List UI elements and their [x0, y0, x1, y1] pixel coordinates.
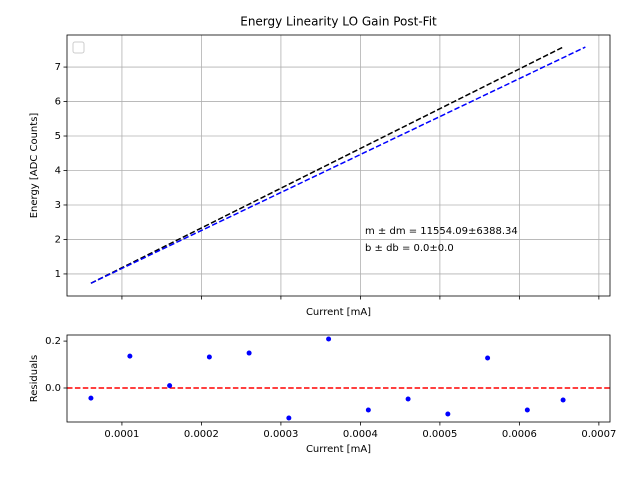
x-tick-label: 0.0005	[422, 429, 457, 440]
residual-point	[560, 397, 566, 403]
residual-point	[88, 395, 94, 401]
y-tick-label: 3	[55, 200, 61, 211]
x-tick-label: 0.0004	[343, 429, 378, 440]
y-axis-label: Energy [ADC Counts]	[29, 113, 40, 219]
x-axis-label: Current [mA]	[306, 444, 371, 455]
residual-point	[167, 383, 173, 389]
residual-point	[485, 355, 491, 361]
y-tick-label: 0.2	[45, 336, 61, 347]
axes-frame	[66, 34, 611, 297]
y-tick-label: 5	[55, 131, 61, 142]
fit-annotation: m ± dm = 11554.09±6388.34	[365, 226, 518, 237]
residual-point	[365, 407, 371, 413]
residual-point	[127, 353, 133, 359]
residual-point	[326, 336, 332, 342]
y-tick-label: 0.0	[45, 383, 61, 394]
axes-frame	[66, 334, 611, 423]
x-axis-label: Current [mA]	[306, 307, 371, 318]
chart-title: Energy Linearity LO Gain Post-Fit	[240, 15, 437, 29]
x-tick-label: 0.0002	[184, 429, 219, 440]
x-tick-label: 0.0006	[502, 429, 537, 440]
residual-point	[246, 350, 252, 356]
empty-legend	[72, 41, 85, 54]
y-tick-label: 2	[55, 234, 61, 245]
y-tick-label: 1	[55, 269, 61, 280]
residual-point	[286, 415, 292, 421]
residual-point	[206, 354, 212, 360]
y-axis-label: Residuals	[29, 355, 40, 402]
x-tick-label: 0.0001	[104, 429, 139, 440]
residual-point	[445, 411, 451, 417]
fit-annotation: b ± db = 0.0±0.0	[365, 243, 454, 254]
y-tick-label: 4	[55, 165, 61, 176]
residual-point	[524, 407, 530, 413]
x-tick-label: 0.0003	[263, 429, 298, 440]
y-tick-label: 6	[55, 97, 61, 108]
fit-line	[90, 46, 564, 284]
residual-point	[405, 396, 411, 402]
y-tick-label: 7	[55, 62, 61, 73]
fit-line	[90, 46, 586, 284]
x-tick-label: 0.0007	[581, 429, 616, 440]
